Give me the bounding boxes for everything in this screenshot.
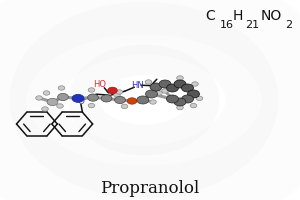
Circle shape (182, 84, 194, 92)
Text: HO: HO (93, 80, 106, 89)
Circle shape (88, 94, 98, 101)
Text: 21: 21 (245, 20, 260, 30)
Text: NO: NO (260, 9, 282, 23)
Circle shape (188, 90, 200, 98)
Text: Propranolol: Propranolol (100, 180, 200, 197)
Circle shape (196, 96, 203, 101)
Circle shape (137, 96, 149, 104)
Circle shape (121, 104, 128, 109)
Circle shape (190, 103, 197, 108)
Circle shape (177, 105, 183, 110)
Circle shape (42, 107, 48, 111)
Circle shape (156, 91, 162, 95)
Text: 2: 2 (285, 20, 292, 30)
Circle shape (58, 86, 65, 90)
Circle shape (174, 80, 186, 88)
Circle shape (150, 100, 156, 104)
Circle shape (88, 88, 95, 92)
Circle shape (108, 87, 117, 94)
Circle shape (167, 95, 178, 103)
Circle shape (47, 98, 58, 106)
Text: O: O (77, 97, 84, 106)
Circle shape (36, 96, 42, 100)
Circle shape (177, 76, 183, 80)
Circle shape (150, 83, 162, 91)
Circle shape (127, 98, 137, 104)
Circle shape (162, 89, 168, 93)
Circle shape (114, 93, 120, 97)
Circle shape (145, 80, 152, 84)
Circle shape (167, 84, 178, 92)
Text: 16: 16 (220, 20, 234, 30)
Circle shape (43, 91, 50, 95)
Text: HN: HN (131, 81, 144, 90)
Circle shape (159, 80, 171, 88)
Circle shape (88, 103, 95, 108)
Circle shape (192, 82, 198, 86)
Circle shape (116, 90, 123, 94)
Circle shape (174, 98, 186, 106)
Text: C: C (206, 9, 215, 23)
Circle shape (72, 94, 84, 102)
Circle shape (146, 90, 158, 98)
Circle shape (182, 95, 194, 103)
Text: H: H (233, 9, 244, 23)
Circle shape (115, 96, 125, 104)
Circle shape (101, 95, 112, 102)
Circle shape (57, 104, 63, 108)
Circle shape (58, 93, 68, 101)
